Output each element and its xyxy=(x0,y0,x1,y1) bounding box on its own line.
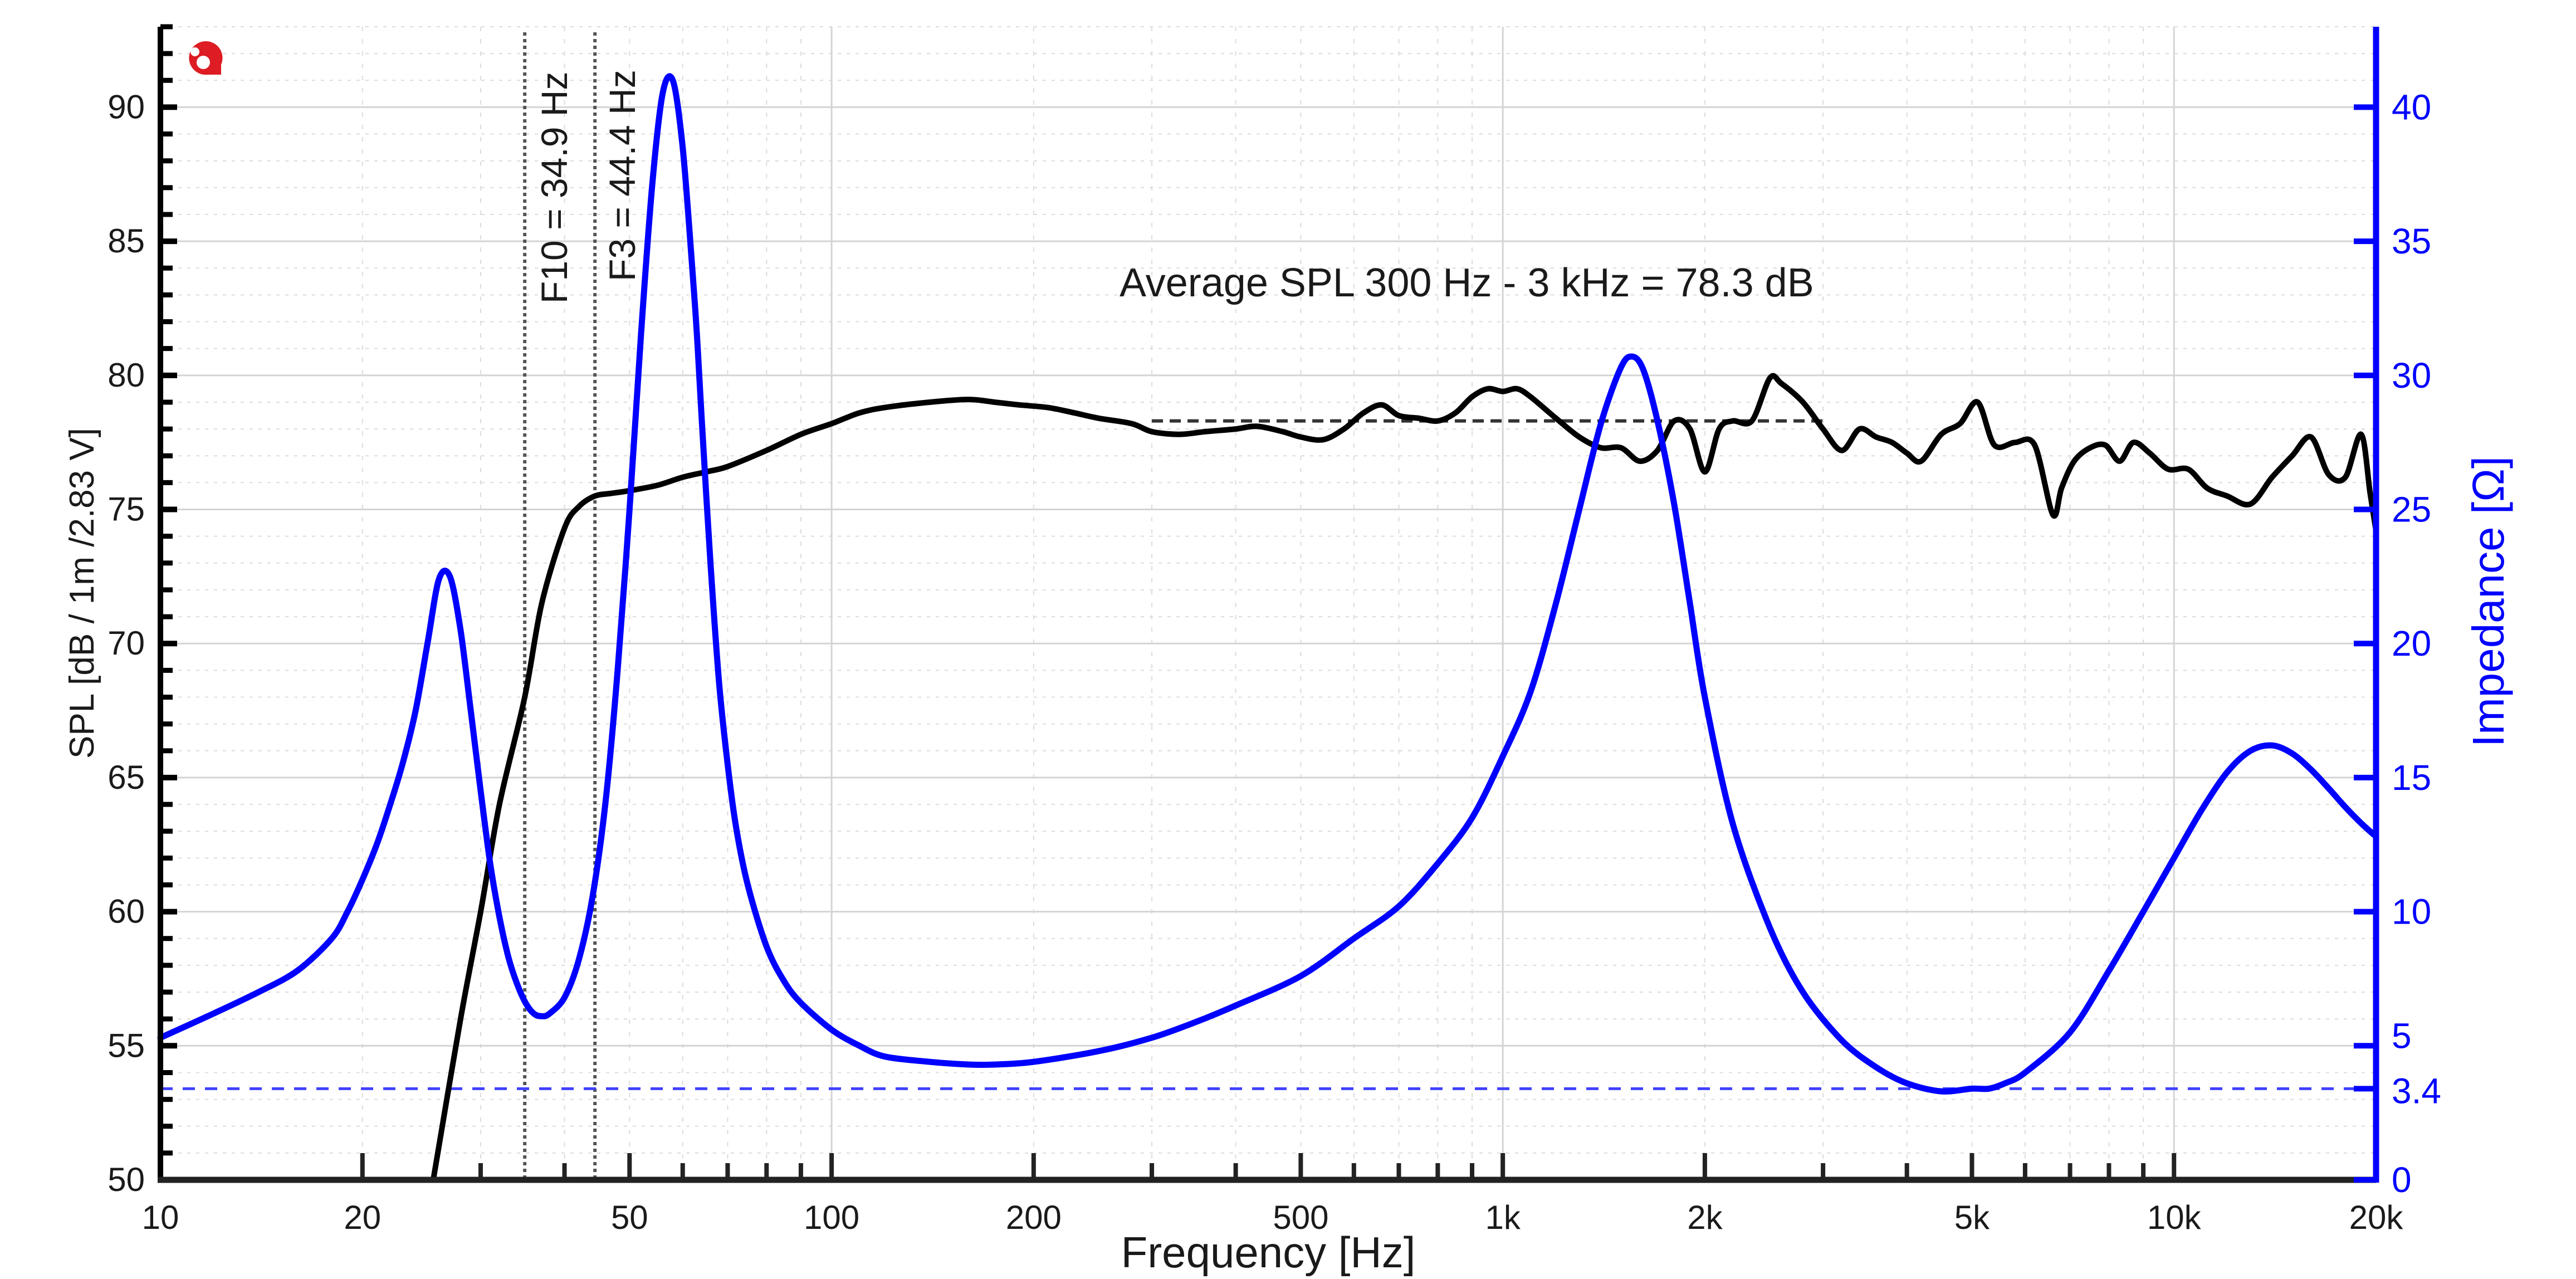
y-tick-label: 75 xyxy=(107,491,145,528)
x-tick-label: 50 xyxy=(611,1199,648,1236)
y-tick-label-right: 25 xyxy=(2392,490,2431,530)
y-tick-label: 90 xyxy=(107,88,145,125)
f10-label: F10 = 34.9 Hz xyxy=(534,72,575,304)
spl-curve xyxy=(430,373,2379,1183)
x-tick-label: 100 xyxy=(804,1199,859,1236)
x-tick-label: 10 xyxy=(142,1199,179,1236)
y-tick-label-right: 30 xyxy=(2392,355,2431,396)
y-tick-label-right: 40 xyxy=(2392,87,2431,127)
x-tick-label: 200 xyxy=(1006,1199,1062,1236)
y-tick-label: 70 xyxy=(107,624,145,662)
x-axis-title: Frequency [Hz] xyxy=(1121,1228,1416,1277)
y-tick-label-right: 20 xyxy=(2392,623,2431,663)
y-tick-label: 85 xyxy=(107,222,145,260)
y-tick-label-right: 5 xyxy=(2392,1016,2412,1056)
minor-grid xyxy=(160,26,2377,1180)
y-tick-label-right: 15 xyxy=(2392,758,2431,798)
y-tick-label-right: 10 xyxy=(2392,892,2431,932)
y-axis-title: SPL [dB / 1m /2.83 V] xyxy=(63,428,101,759)
x-tick-label: 5k xyxy=(1954,1199,1990,1236)
series-layer xyxy=(157,73,2379,1183)
y-tick-label-right: 3.4 xyxy=(2392,1071,2441,1111)
x-tick-label: 10k xyxy=(2147,1199,2202,1236)
x-tick-label: 20 xyxy=(344,1199,381,1236)
y-tick-label: 60 xyxy=(107,893,145,930)
y-tick-label: 55 xyxy=(107,1027,145,1064)
y-tick-label: 65 xyxy=(107,759,145,796)
x-tick-label: 1k xyxy=(1485,1199,1521,1236)
y-axis-right-title: Impedance [Ω] xyxy=(2463,456,2513,747)
reference-lines xyxy=(160,32,2376,1180)
f3-label: F3 = 44.4 Hz xyxy=(602,70,643,281)
brand-logo-icon xyxy=(189,41,223,75)
major-grid xyxy=(159,27,2376,1181)
y-tick-label: 80 xyxy=(107,357,145,394)
tick-labels: 50 55 60 65 70 75 80 85 90 0 3.4 5 10 15 20 25 30 35 40 10 2… xyxy=(107,87,2441,1236)
y-tick-label-right: 35 xyxy=(2392,221,2431,261)
x-tick-label: 20k xyxy=(2349,1199,2404,1236)
axes xyxy=(158,24,2379,1183)
x-tick-label: 500 xyxy=(1273,1199,1328,1236)
x-tick-label: 2k xyxy=(1687,1199,1723,1236)
impedance-curve xyxy=(157,73,2379,1095)
y-tick-label-right: 0 xyxy=(2392,1160,2412,1200)
y-tick-label: 50 xyxy=(107,1161,145,1198)
average-spl-annotation: Average SPL 300 Hz - 3 kHz = 78.3 dB xyxy=(1120,261,1814,305)
